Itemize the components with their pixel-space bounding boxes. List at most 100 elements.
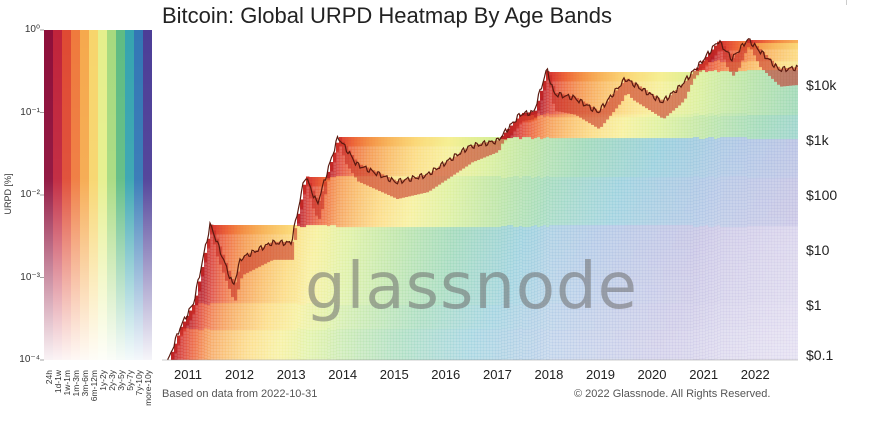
heatmap-cell [204,301,208,305]
heatmap-cell [366,146,370,150]
heatmap-cell [219,321,223,325]
heatmap-cell [429,197,433,201]
heatmap-cell [318,312,322,316]
heatmap-cell [222,249,226,253]
heatmap-cell [276,285,280,289]
heatmap-cell [333,288,337,292]
heatmap-cell [312,306,316,310]
heatmap-cell [330,198,334,202]
heatmap-cell [231,309,235,313]
heatmap-cell [363,188,367,192]
heatmap-cell [417,146,421,150]
heatmap-cell [279,357,283,360]
heatmap-cell [375,191,379,195]
heatmap-cell [183,352,187,356]
heatmap-cell [426,230,430,234]
heatmap-cell [201,339,205,343]
heatmap-cell [414,164,418,168]
heatmap-cell [246,273,250,277]
heatmap-cell [324,234,328,238]
heatmap-cell [408,344,412,348]
heatmap-cell [258,306,262,310]
heatmap-cell [231,270,235,274]
heatmap-cell [411,206,415,210]
heatmap-cell [285,273,289,277]
heatmap-cell [249,345,253,349]
heatmap-cell [246,351,250,355]
heatmap-cell [306,210,310,214]
heatmap-cell [396,203,400,207]
heatmap-cell [411,236,415,240]
heatmap-cell [375,248,379,252]
heatmap-cell [432,344,436,348]
heatmap-cell [255,306,259,310]
heatmap-cell [315,330,319,334]
heatmap-cell [360,260,364,264]
heatmap-cell [405,218,409,222]
heatmap-cell [228,237,232,241]
heatmap-cell [255,336,259,340]
heatmap-cell [384,194,388,198]
heatmap-cell [354,347,358,351]
heatmap-cell [402,146,406,150]
heatmap-cell [360,257,364,261]
heatmap-cell [426,239,430,243]
heatmap-cell [342,233,346,237]
heatmap-cell [273,357,277,360]
heatmap-cell [297,328,301,332]
heatmap-cell [273,285,277,289]
heatmap-cell [270,240,274,244]
heatmap-recent-supply-cell [369,168,373,187]
heatmap-cell [357,185,361,189]
heatmap-cell [381,227,385,231]
heatmap-cell [417,236,421,240]
heatmap-cell [180,348,184,352]
heatmap-cell [291,273,295,277]
heatmap-cell [369,149,373,153]
heatmap-cell [204,349,208,353]
heatmap-cell [318,189,322,193]
heatmap-cell [348,239,352,243]
heatmap-cell [288,330,292,334]
heatmap-cell [408,203,412,207]
heatmap-cell [408,218,412,222]
heatmap-cell [426,164,430,168]
heatmap-cell [387,206,391,210]
heatmap-cell [372,281,376,285]
heatmap-cell [195,326,199,330]
heatmap-cell [312,336,316,340]
heatmap-cell [411,155,415,159]
heatmap-cell [267,237,271,241]
heatmap-cell [300,332,304,336]
heatmap-cell [246,225,250,229]
heatmap-cell [297,331,301,335]
heatmap-cell [342,260,346,264]
heatmap-cell [375,200,379,204]
heatmap-cell [351,296,355,300]
heatmap-cell [309,258,313,262]
heatmap-cell [189,338,193,342]
heatmap-recent-supply-cell [243,256,247,275]
heatmap-cell [348,167,352,171]
heatmap-cell [399,152,403,156]
heatmap-cell [228,303,232,307]
heatmap-cell [231,300,235,304]
heatmap-cell [315,273,319,277]
heatmap-cell [237,339,241,343]
heatmap-cell [384,341,388,345]
heatmap-cell [348,146,352,150]
heatmap-cell [357,314,361,318]
heatmap-cell [345,239,349,243]
heatmap-cell [195,350,199,354]
heatmap-cell [252,297,256,301]
heatmap-cell [225,249,229,253]
heatmap-cell [252,246,256,250]
heatmap-cell [408,146,412,150]
heatmap-cell [306,303,310,307]
heatmap-cell [216,312,220,316]
heatmap-cell [237,312,241,316]
heatmap-cell [315,225,319,229]
heatmap-cell [318,237,322,241]
heatmap-cell [225,231,229,235]
heatmap-cell [432,233,436,237]
